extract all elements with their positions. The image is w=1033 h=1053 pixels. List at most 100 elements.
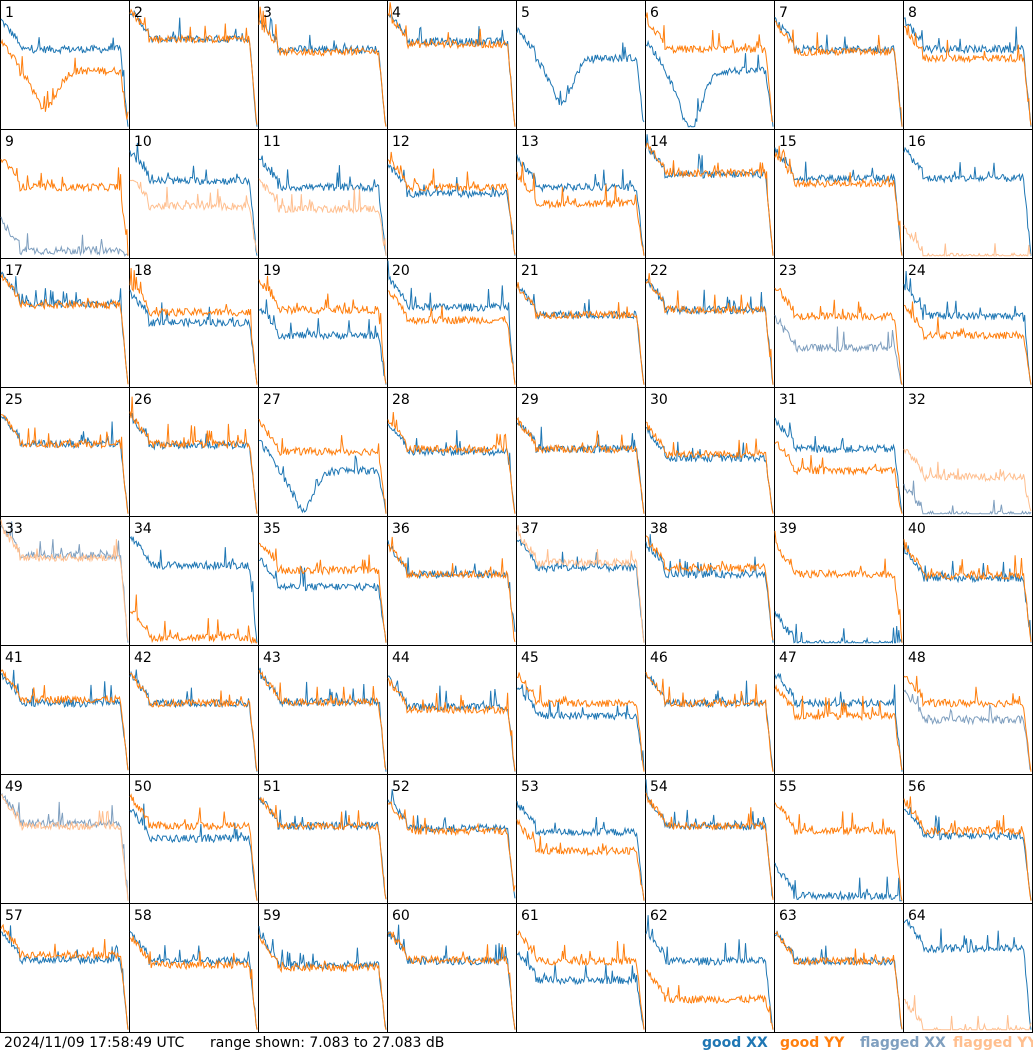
panel-6: 6 — [645, 0, 775, 130]
panel-4: 4 — [387, 0, 517, 130]
trace-xx-10 — [129, 142, 258, 256]
panel-54: 54 — [645, 774, 775, 904]
trace-xx-64 — [903, 918, 1032, 1030]
panel-frame — [258, 645, 388, 775]
trace-xx-37 — [516, 538, 645, 643]
panel-frame — [516, 645, 646, 775]
trace-yy-1 — [0, 38, 129, 120]
panel-44: 44 — [387, 645, 517, 775]
trace-xx-20 — [387, 260, 516, 383]
panel-frame — [516, 774, 646, 904]
panel-label: 63 — [779, 908, 797, 924]
trace-xx-14 — [645, 134, 774, 256]
trace-yy-16 — [903, 224, 1032, 258]
panel-53: 53 — [516, 774, 646, 904]
panel-label: 30 — [650, 392, 668, 408]
trace-yy-43 — [258, 669, 387, 770]
panel-label: 34 — [134, 521, 152, 537]
panel-label: 59 — [263, 908, 281, 924]
panel-label: 10 — [134, 134, 152, 150]
panel-frame — [0, 0, 130, 130]
trace-xx-44 — [388, 675, 516, 772]
panel-frame — [645, 0, 775, 130]
panel-13: 13 — [516, 129, 646, 259]
trace-xx-35 — [258, 557, 387, 643]
trace-xx-45 — [516, 684, 645, 771]
panel-frame — [645, 129, 775, 259]
trace-yy-19 — [258, 275, 387, 384]
panel-label: 60 — [392, 908, 410, 924]
panel-47: 47 — [774, 645, 904, 775]
trace-yy-14 — [645, 142, 774, 256]
panel-label: 51 — [263, 779, 281, 795]
panel-7: 7 — [774, 0, 904, 130]
panel-frame — [645, 774, 775, 904]
trace-yy-17 — [0, 273, 129, 385]
trace-yy-9 — [0, 159, 129, 256]
panel-label: 24 — [908, 263, 926, 279]
panel-frame — [903, 129, 1033, 259]
trace-yy-10 — [129, 179, 258, 254]
panel-frame — [645, 258, 775, 388]
trace-xx-43 — [258, 667, 387, 772]
panel-label: 39 — [779, 521, 797, 537]
panel-frame — [0, 129, 130, 259]
panel-2: 2 — [129, 0, 259, 130]
trace-xx-1 — [0, 18, 129, 127]
panel-label: 49 — [5, 779, 23, 795]
panel-57: 57 — [0, 903, 130, 1033]
trace-yy-52 — [387, 801, 516, 892]
panel-label: 23 — [779, 263, 797, 279]
panel-label: 41 — [5, 650, 23, 666]
panel-15: 15 — [774, 129, 904, 259]
panel-frame — [387, 516, 517, 646]
legend-flagged-xx-word: flagged — [860, 1035, 920, 1051]
panel-label: 52 — [392, 779, 410, 795]
trace-yy-54 — [645, 792, 774, 900]
panel-34: 34 — [129, 516, 259, 646]
panel-46: 46 — [645, 645, 775, 775]
panel-63: 63 — [774, 903, 904, 1033]
panel-label: 29 — [521, 392, 539, 408]
panel-label: 62 — [650, 908, 668, 924]
panel-frame — [645, 516, 775, 646]
panel-1: 1 — [0, 0, 130, 130]
panel-38: 38 — [645, 516, 775, 646]
trace-xx-28 — [387, 423, 516, 514]
trace-xx-4 — [387, 12, 516, 127]
trace-xx-48 — [903, 689, 1032, 771]
trace-yy-62 — [645, 969, 774, 1030]
panel-label: 6 — [650, 5, 659, 21]
panel-frame — [0, 774, 130, 904]
panel-26: 26 — [129, 387, 259, 517]
panel-label: 53 — [521, 779, 539, 795]
panel-48: 48 — [903, 645, 1033, 775]
panel-label: 57 — [5, 908, 23, 924]
panel-label: 28 — [392, 392, 410, 408]
trace-xx-17 — [0, 271, 129, 385]
trace-yy-47 — [774, 684, 903, 771]
legend-good-xx-word: good — [702, 1035, 742, 1051]
panel-frame — [516, 903, 646, 1033]
trace-xx-13 — [516, 154, 645, 256]
trace-yy-33 — [0, 519, 129, 641]
trace-yy-56 — [903, 796, 1032, 901]
panel-frame — [516, 387, 646, 517]
panel-frame — [903, 258, 1033, 388]
panel-32: 32 — [903, 387, 1033, 517]
panel-31: 31 — [774, 387, 904, 517]
panel-label: 2 — [134, 5, 143, 21]
panel-frame — [903, 645, 1033, 775]
trace-yy-59 — [258, 934, 387, 1030]
panel-frame — [903, 0, 1033, 130]
trace-xx-19 — [258, 299, 387, 385]
panel-11: 11 — [258, 129, 388, 259]
trace-yy-35 — [258, 542, 387, 643]
panel-label: 22 — [650, 263, 668, 279]
panel-label: 40 — [908, 521, 926, 537]
panel-label: 42 — [134, 650, 152, 666]
trace-yy-21 — [516, 282, 645, 385]
trace-yy-26 — [129, 396, 258, 514]
panel-label: 31 — [779, 392, 797, 408]
